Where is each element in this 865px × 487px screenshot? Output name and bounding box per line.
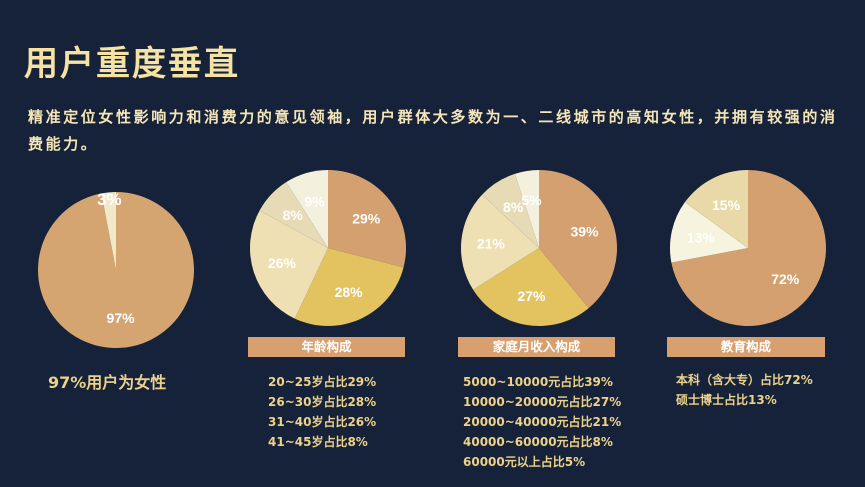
- slice-label: 27%: [517, 288, 546, 304]
- slice-label: 9%: [304, 194, 325, 210]
- slice-label: 28%: [335, 284, 364, 300]
- slice-label: 8%: [503, 199, 524, 215]
- slice-label: 21%: [477, 235, 506, 251]
- page-title: 用户重度垂直: [24, 44, 240, 84]
- note: 本科（含大专）占比72%: [676, 373, 813, 387]
- slice-label: 3%: [97, 190, 122, 209]
- note: 硕士博士占比13%: [676, 393, 777, 407]
- pie-slice: [294, 248, 404, 326]
- slice-label: 5%: [521, 192, 542, 208]
- pie-slice: [286, 170, 328, 248]
- income-notes: 5000~10000元占比39% 10000~20000元占比27% 20000…: [463, 372, 621, 472]
- slice-label: 26%: [268, 255, 297, 271]
- note: 20000~40000元占比21%: [463, 415, 622, 429]
- slice-label: 97%: [107, 310, 136, 326]
- note: 40000~60000元占比8%: [463, 435, 613, 449]
- female-pie: 97% 3%: [37, 190, 194, 348]
- subtitle: 精准定位女性影响力和消费力的意见领袖，用户群体大多数为一、二线城市的高知女性，并…: [28, 108, 838, 153]
- pie-slice: [250, 210, 328, 319]
- slice-label: 29%: [352, 210, 381, 226]
- education-caption: 教育构成: [667, 337, 825, 357]
- slice-label: 8%: [283, 207, 304, 223]
- pie-slice: [539, 170, 617, 309]
- education-pie: 72% 13% 15%: [670, 170, 826, 326]
- age-caption: 年龄构成: [248, 337, 405, 357]
- pie-slice: [259, 182, 328, 248]
- pie-slice: [482, 173, 539, 248]
- pie-slice: [461, 194, 539, 290]
- pie-slice: [37, 192, 194, 348]
- note: 5000~10000元占比39%: [463, 375, 613, 389]
- pie-slice: [684, 170, 748, 248]
- pie-slice: [514, 170, 539, 248]
- income-pie: 39% 27% 21% 8%5%: [461, 170, 617, 326]
- age-notes: 20~25岁占比29% 26~30岁占比28% 31~40岁占比26% 41~4…: [268, 372, 376, 452]
- note: 10000~20000元占比27%: [463, 395, 622, 409]
- note: 41~45岁占比8%: [268, 435, 368, 449]
- slice-label: 15%: [712, 197, 741, 213]
- pie-slice: [671, 170, 826, 326]
- note: 31~40岁占比26%: [268, 415, 377, 429]
- education-notes: 本科（含大专）占比72% 硕士博士占比13%: [676, 370, 813, 410]
- pie-slice: [328, 170, 406, 268]
- income-caption: 家庭月收入构成: [458, 337, 615, 357]
- note: 20~25岁占比29%: [268, 375, 377, 389]
- pie-slice: [473, 248, 589, 326]
- slice-label: 13%: [687, 229, 716, 245]
- pie-slice: [101, 192, 116, 270]
- age-pie: 29% 28% 26% 8%9%: [250, 170, 406, 326]
- pie-slice: [670, 202, 748, 263]
- female-caption: 97%用户为女性: [48, 373, 167, 392]
- slice-label: 39%: [570, 224, 599, 240]
- note: 26~30岁占比28%: [268, 395, 377, 409]
- note: 60000元以上占比5%: [463, 455, 586, 469]
- slice-label: 72%: [771, 271, 800, 287]
